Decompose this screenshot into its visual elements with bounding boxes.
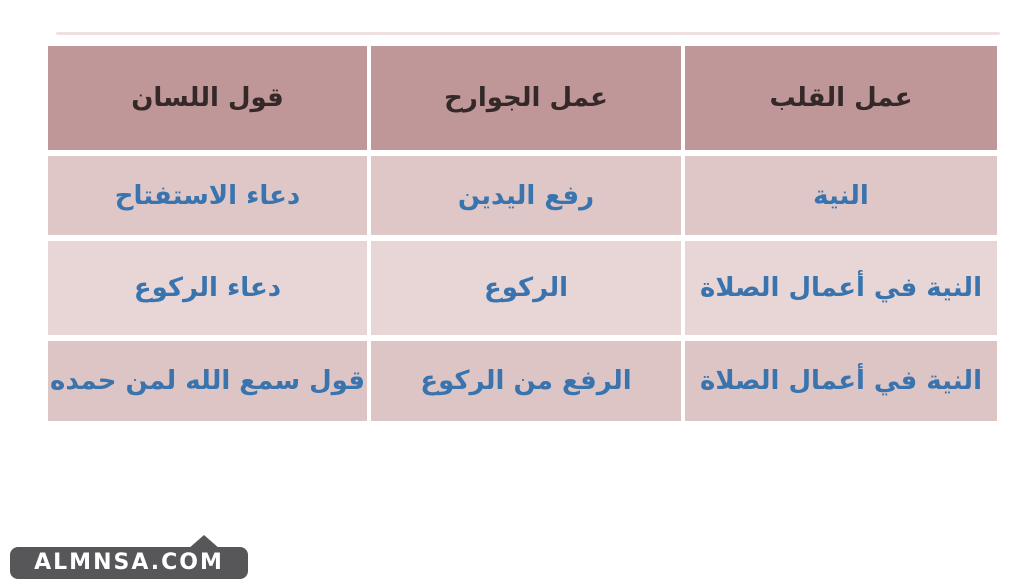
watermark-pointer-triangle — [188, 535, 220, 549]
cell-row1-tongue: دعاء الاستفتاح — [48, 156, 367, 235]
faint-divider-line — [56, 32, 1000, 35]
cell-row1-limbs: رفع اليدين — [371, 156, 681, 235]
prayer-actions-table: عمل القلب عمل الجوارح قول اللسان النية ر… — [48, 46, 997, 421]
header-cell-limbs-work: عمل الجوارح — [371, 46, 681, 150]
header-cell-heart-work: عمل القلب — [685, 46, 997, 150]
cell-row1-heart: النية — [685, 156, 997, 235]
cell-row3-limbs: الرفع من الركوع — [371, 341, 681, 421]
watermark-site-name: ALMNSA.COM — [34, 550, 224, 575]
almnsa-watermark-logo: ALMNSA.COM — [10, 547, 248, 579]
header-cell-tongue-sayings: قول اللسان — [48, 46, 367, 150]
cell-row2-tongue: دعاء الركوع — [48, 241, 367, 335]
cell-row3-tongue: قول سمع الله لمن حمده — [48, 341, 367, 421]
cell-row3-heart: النية في أعمال الصلاة — [685, 341, 997, 421]
cell-row2-limbs: الركوع — [371, 241, 681, 335]
cell-row2-heart: النية في أعمال الصلاة — [685, 241, 997, 335]
